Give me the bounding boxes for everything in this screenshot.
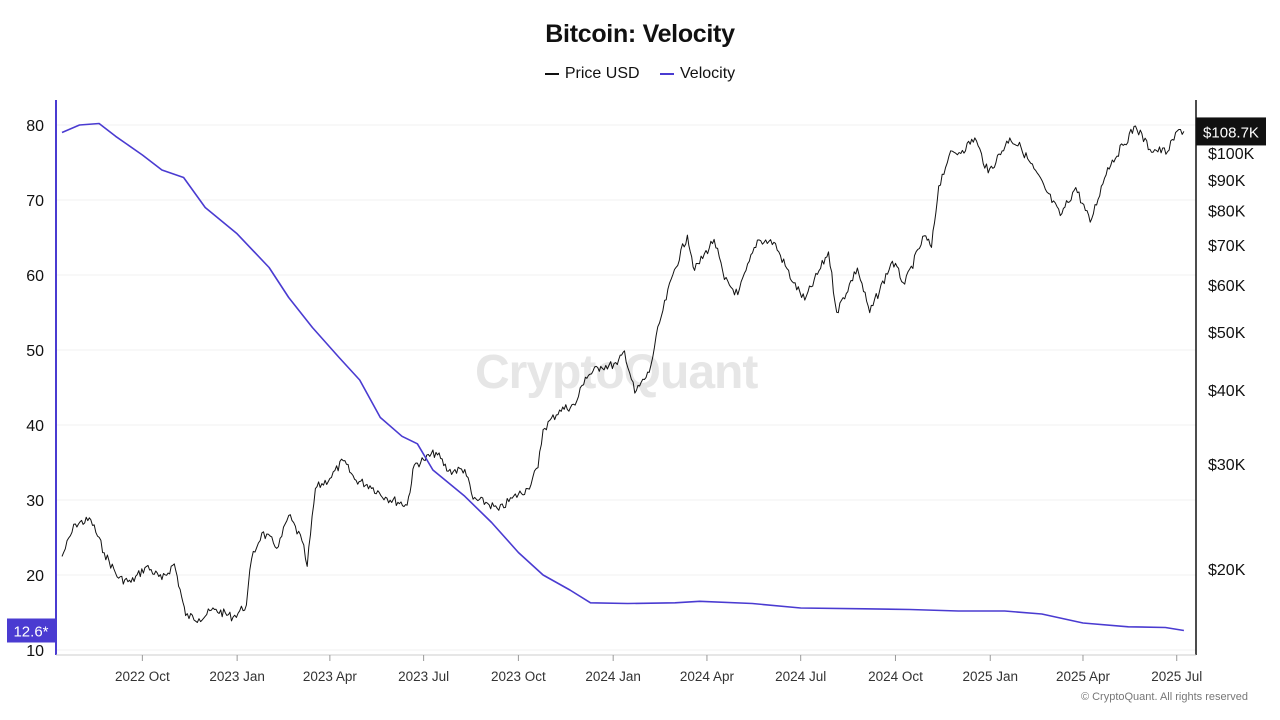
- right-axis-tick-label: $80K: [1208, 204, 1246, 221]
- x-axis-tick-label: 2024 Apr: [680, 669, 735, 684]
- right-axis-tick-label: $50K: [1208, 325, 1246, 342]
- watermark: CryptoQuant: [475, 346, 758, 399]
- left-axis-tick-label: 10: [26, 643, 44, 660]
- legend-swatch-velocity: [660, 73, 674, 75]
- chart-title: Bitcoin: Velocity: [545, 20, 735, 48]
- legend-label-velocity: Velocity: [680, 65, 736, 82]
- x-axis-tick-label: 2023 Apr: [303, 669, 358, 684]
- x-axis-tick-label: 2025 Jan: [962, 669, 1018, 684]
- left-axis-tick-label: 80: [26, 118, 44, 135]
- axis-layer: 10 20 30 40 50 60 70 80 $20K $30K $40K $50K $60K $70K…: [26, 100, 1255, 684]
- left-axis-tick-label: 70: [26, 193, 44, 210]
- price-usd-line[interactable]: [61, 125, 1185, 623]
- legend-item-price[interactable]: Price USD: [544, 65, 640, 83]
- chart-legend: Price USD Velocity: [0, 62, 1280, 83]
- right-axis-tick-label: $70K: [1208, 238, 1246, 255]
- x-axis-tick-label: 2022 Oct: [115, 669, 170, 684]
- right-axis-tick-label: $30K: [1208, 457, 1246, 474]
- x-axis-tick-label: 2023 Jan: [209, 669, 265, 684]
- right-axis-tick-label: $100K: [1208, 146, 1255, 163]
- x-axis-tick-label: 2025 Apr: [1056, 669, 1111, 684]
- right-axis-tick-label: $60K: [1208, 278, 1246, 295]
- x-axis-tick-label: 2024 Oct: [868, 669, 923, 684]
- left-axis-tick-label: 30: [26, 493, 44, 510]
- x-axis-tick-label: 2024 Jan: [585, 669, 641, 684]
- velocity-line[interactable]: [61, 122, 1185, 632]
- badge-layer: 12.6* $108.7K: [7, 117, 1266, 643]
- price-current-badge: [1196, 117, 1266, 146]
- x-axis-tick-label: 2025 Jul: [1151, 669, 1202, 684]
- velocity-current-badge: [7, 618, 56, 643]
- velocity-current-value: 12.6*: [13, 624, 48, 641]
- legend-swatch-price: [544, 73, 559, 75]
- left-axis-tick-label: 50: [26, 343, 44, 360]
- left-axis-tick-label: 40: [26, 418, 44, 435]
- x-axis-tick-label: 2023 Jul: [398, 669, 449, 684]
- right-axis-tick-label: $90K: [1208, 173, 1246, 190]
- price-current-value: $108.7K: [1203, 124, 1259, 141]
- copyright-footer: © CryptoQuant. All rights reserved: [1080, 691, 1248, 703]
- grid-layer: [56, 124, 1196, 651]
- left-axis-tick-label: 20: [26, 568, 44, 585]
- right-axis-tick-label: $40K: [1208, 383, 1246, 400]
- x-axis-tick-label: 2024 Jul: [775, 669, 826, 684]
- legend-item-velocity[interactable]: Velocity: [660, 65, 735, 83]
- series-layer[interactable]: [61, 122, 1185, 632]
- right-axis-tick-label: $20K: [1208, 562, 1246, 579]
- x-axis-tick-label: 2023 Oct: [491, 669, 546, 684]
- left-axis-tick-label: 60: [26, 268, 44, 285]
- legend-label-price: Price USD: [564, 65, 640, 82]
